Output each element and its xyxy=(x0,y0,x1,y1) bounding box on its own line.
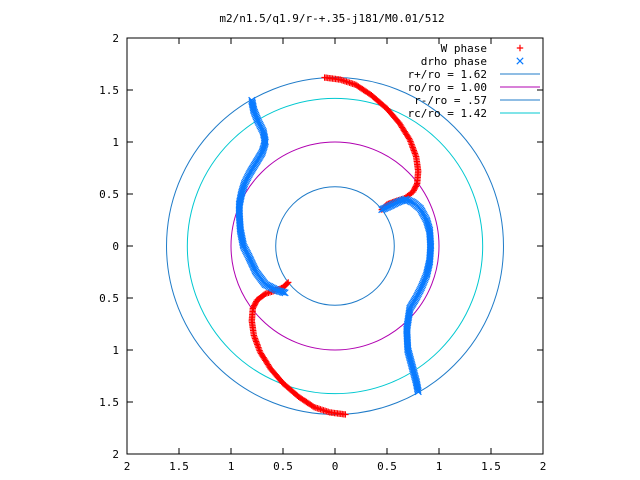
chart-title: m2/n1.5/q1.9/r-+.35-j181/M0.01/512 xyxy=(219,12,444,25)
legend-marker xyxy=(516,57,524,65)
x-tick-label: 0.5 xyxy=(273,460,293,473)
data-point xyxy=(413,181,420,189)
legend-label: drho phase xyxy=(421,55,487,68)
data-point xyxy=(413,180,421,187)
x-tick-label: 2 xyxy=(124,460,131,473)
series-plus xyxy=(248,74,422,418)
x-tick-label: 2 xyxy=(540,460,547,473)
y-tick-label: 1.5 xyxy=(99,396,119,409)
y-tick-label: 2 xyxy=(112,448,119,461)
data-point xyxy=(414,386,422,394)
data-point xyxy=(414,387,422,396)
series-cross xyxy=(235,96,435,396)
y-tick-label: 2 xyxy=(112,32,119,45)
y-tick-label: 0.5 xyxy=(99,188,119,201)
data-point xyxy=(252,299,259,307)
y-tick-label: 1 xyxy=(112,344,119,357)
data-point xyxy=(411,184,419,191)
data-point xyxy=(251,302,258,309)
reference-circles xyxy=(166,77,504,415)
reference-circle xyxy=(186,97,484,395)
x-tick-label: 1.5 xyxy=(481,460,501,473)
data-point xyxy=(251,301,259,308)
y-tick-label: 0.5 xyxy=(99,292,119,305)
data-point xyxy=(279,288,288,297)
data-point xyxy=(405,135,413,142)
legend-label: r-/ro = .57 xyxy=(414,94,487,107)
data-point xyxy=(257,350,265,357)
legend-label: r+/ro = 1.62 xyxy=(408,68,487,81)
legend-marker xyxy=(516,44,524,52)
data-point xyxy=(412,183,419,190)
data-point xyxy=(411,185,418,193)
y-tick-label: 1.5 xyxy=(99,84,119,97)
x-tick-label: 0.5 xyxy=(377,460,397,473)
y-tick-label: 1 xyxy=(112,136,119,149)
legend-label: rc/ro = 1.42 xyxy=(408,107,487,120)
x-tick-label: 1 xyxy=(228,460,235,473)
x-tick-label: 0 xyxy=(332,460,339,473)
axis-ticks: 2 1.5 1 0.5 0 0.5 1 1.5 221.510.500.511.52 xyxy=(99,32,546,473)
x-tick-label: 1.5 xyxy=(169,460,189,473)
data-point xyxy=(281,289,289,297)
reference-circle xyxy=(166,77,504,415)
data-point xyxy=(283,280,291,287)
legend-label: ro/ro = 1.00 xyxy=(408,81,487,94)
legend-label: W phase xyxy=(441,42,487,55)
data-point xyxy=(260,291,268,298)
data-series xyxy=(235,74,435,418)
y-tick-label: 0 xyxy=(112,240,119,253)
reference-circle xyxy=(275,186,395,306)
data-point xyxy=(285,279,292,286)
reference-circle xyxy=(230,141,440,351)
x-tick-label: 1 xyxy=(436,460,443,473)
data-point xyxy=(249,305,257,312)
data-point xyxy=(250,303,257,311)
